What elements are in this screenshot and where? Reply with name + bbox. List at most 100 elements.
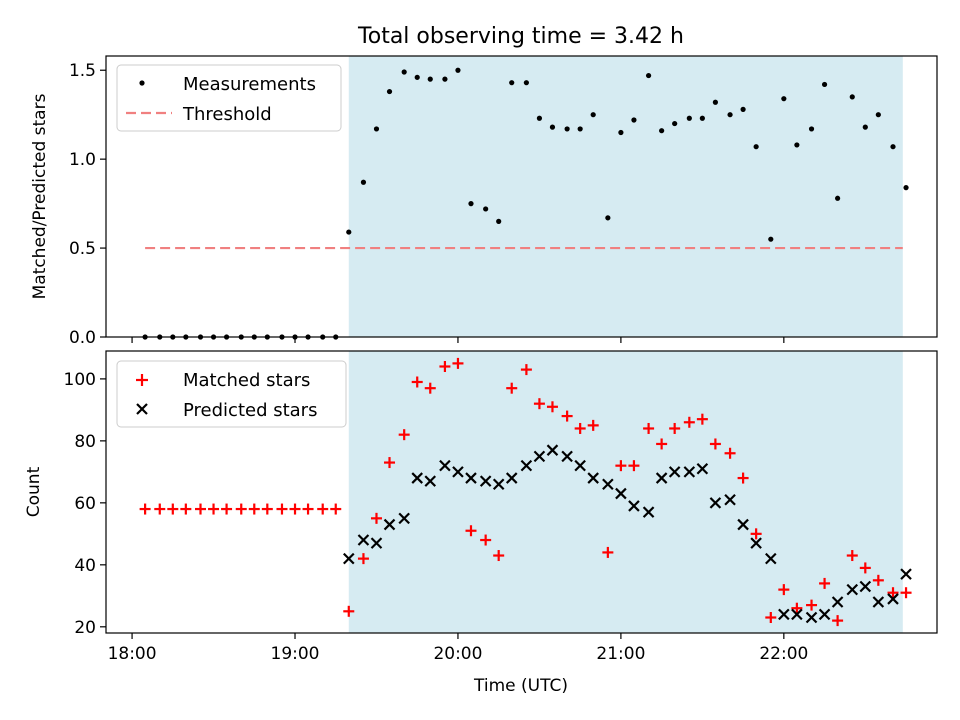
measurement-point <box>631 117 637 123</box>
matched-star-point <box>574 422 586 434</box>
x-axis-ticks-top <box>131 337 785 343</box>
matched-star-point <box>493 550 505 562</box>
legend-top: Measurements Threshold <box>116 64 342 132</box>
axes-frame-bottom <box>105 350 938 634</box>
matched-star-point <box>289 503 301 515</box>
matched-star-point <box>221 503 233 515</box>
matched-star-point <box>343 605 355 617</box>
axes-frame-top <box>105 55 938 338</box>
matched-star-point <box>261 503 273 515</box>
matched-star-point <box>683 416 695 428</box>
matched-star-point <box>154 503 166 515</box>
matched-star-point <box>302 503 314 515</box>
measurement-point <box>496 218 502 224</box>
predicted-star-point <box>900 568 912 580</box>
predicted-star-point <box>859 580 872 593</box>
predicted-star-point <box>887 593 899 605</box>
measurement-point <box>835 195 841 201</box>
measurement-point <box>414 74 420 80</box>
predicted-star-point <box>398 512 410 525</box>
predicted-star-point <box>765 552 777 565</box>
legend-predicted-marker <box>136 403 148 415</box>
matched-star-point <box>791 602 803 614</box>
legend-predicted-label: Predicted stars <box>183 400 317 421</box>
measurement-point <box>468 201 474 207</box>
predicted-star-point <box>628 500 640 512</box>
predicted-star-point <box>561 450 573 463</box>
matched-star-point <box>724 447 736 459</box>
matched-star-point <box>439 360 451 372</box>
matched-star-point <box>832 615 844 627</box>
predicted-star-point <box>655 472 668 484</box>
predicted-star-point <box>750 537 762 549</box>
measurement-point <box>549 124 556 130</box>
predicted-star-point <box>683 466 696 478</box>
x-axis-ticks-bottom: 18:00 19:00 20:00 21:00 22:00 <box>108 633 808 664</box>
measurement-point <box>373 126 380 132</box>
matched-star-points <box>139 357 912 627</box>
matched-star-point <box>411 376 423 388</box>
measurement-point <box>862 124 868 130</box>
matched-star-point <box>424 382 436 394</box>
y-tick-label: 0.5 <box>69 239 96 259</box>
matched-star-point <box>208 503 220 515</box>
matched-star-point <box>139 503 151 515</box>
predicted-star-point <box>343 552 355 565</box>
predicted-star-point <box>805 611 818 624</box>
measurement-point <box>699 115 705 121</box>
y-tick-label: 100 <box>64 370 96 390</box>
matched-star-point <box>859 562 871 574</box>
predicted-star-point <box>439 459 451 472</box>
measurement-point <box>590 112 596 118</box>
measurement-point <box>753 144 759 150</box>
measurement-point <box>442 76 448 82</box>
predicted-star-point <box>574 459 586 472</box>
y-tick-label: 60 <box>74 494 96 514</box>
legend-matched-marker <box>136 374 148 386</box>
measurement-point <box>821 81 828 88</box>
y-axis-ticks-top: 0.0 0.5 1.0 1.5 <box>69 61 106 348</box>
predicted-star-point <box>778 608 790 621</box>
matched-star-point <box>806 599 818 611</box>
y-tick-label: 1.5 <box>69 61 96 81</box>
matched-star-point <box>235 503 247 515</box>
predicted-star-point <box>872 596 885 608</box>
x-axis-label: Time (UTC) <box>473 676 568 696</box>
matched-star-point <box>628 460 640 472</box>
predicted-star-point <box>737 518 749 531</box>
matched-star-point <box>819 577 831 589</box>
y-axis-ticks-bottom: 20 40 60 80 100 <box>64 370 106 638</box>
matched-star-point <box>533 398 545 410</box>
matched-star-point <box>167 503 179 515</box>
measurement-point <box>536 115 543 121</box>
matched-star-point <box>317 503 329 515</box>
predicted-star-point <box>818 608 831 621</box>
matched-star-point <box>180 503 192 515</box>
measurement-point <box>618 129 624 136</box>
measurement-point <box>686 115 692 121</box>
predicted-star-point <box>791 608 803 621</box>
matched-star-point <box>602 546 614 558</box>
legend-top-box <box>116 64 342 132</box>
predicted-star-point <box>492 478 505 491</box>
measurement-point <box>386 88 393 95</box>
matched-star-point <box>872 574 884 586</box>
count-panel: 20 40 60 80 100 18:00 19:00 20:00 21:00 22:00 Co… <box>24 350 938 696</box>
predicted-star-point <box>357 534 370 546</box>
matched-star-point <box>398 429 410 441</box>
predicted-star-point <box>520 459 533 472</box>
measurement-point <box>564 126 570 132</box>
matched-star-point <box>696 413 708 425</box>
measurement-point <box>427 76 433 82</box>
measurement-point <box>712 99 719 105</box>
matched-star-point <box>750 528 762 540</box>
ratio-panel: 0.0 0.5 1.0 1.5 Matched/Predicted stars Mea… <box>30 55 938 348</box>
measurement-point <box>346 229 352 235</box>
predicted-star-point <box>709 497 722 509</box>
matched-star-point <box>561 410 573 422</box>
predicted-star-point <box>831 596 844 608</box>
predicted-star-point <box>724 493 736 506</box>
predicted-star-point <box>424 475 437 487</box>
matched-star-point <box>330 503 342 515</box>
